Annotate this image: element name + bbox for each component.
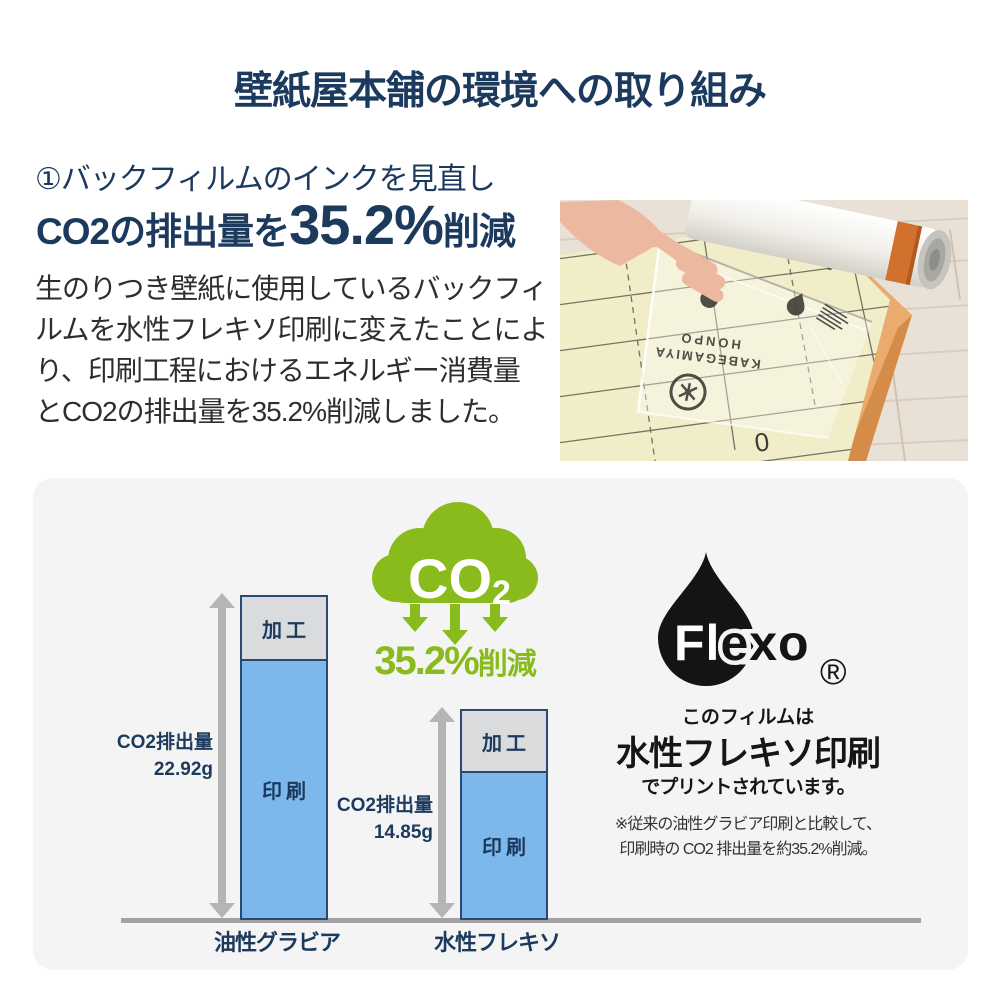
total-arrow-flexo xyxy=(429,707,455,918)
category-label-gravure: 油性グラビア xyxy=(213,930,341,955)
segment-label: 加工 xyxy=(482,732,530,755)
backing-sheet xyxy=(560,220,890,461)
co2-text: CO2 xyxy=(408,547,511,612)
bar-gravure-segment-processing: 加工 xyxy=(242,597,326,661)
hand xyxy=(560,200,726,302)
flexo-caption-line3: でプリントされています。 xyxy=(641,777,856,798)
total-label-flexo: CO2排出量 14.85g xyxy=(336,795,433,843)
segment-label: 印刷 xyxy=(262,781,310,803)
film-circle-stamp xyxy=(669,373,707,411)
flexo-footnote-line2: 印刷時の CO2 排出量を約35.2%削減。 xyxy=(619,841,877,858)
film-droplet-mark-2 xyxy=(786,293,805,316)
flexo-caption-line1: このフィルムは xyxy=(681,707,815,728)
wallpaper-roll xyxy=(685,200,952,290)
chart-baseline xyxy=(121,918,921,923)
backfilm-photo: 0 20 KABEGAMIYA xyxy=(560,200,968,461)
highlight-prefix: CO2の排出量を xyxy=(36,211,290,252)
bar-gravure-segment-printing: 印刷 xyxy=(242,661,326,918)
co2-cloud-badge: CO2 xyxy=(370,498,540,655)
flexo-wordmark: Flexo xyxy=(674,615,810,671)
total-label-gravure: CO2排出量 22.92g xyxy=(116,732,213,780)
section-heading: ①バックフィルムのインクを見直し xyxy=(35,163,496,196)
total-arrow-gravure xyxy=(209,593,235,918)
flexo-logo: Flexo ® xyxy=(640,548,960,703)
co2-highlight-line: CO2の排出量を 35.2% 削減 xyxy=(36,192,516,257)
bar-flexo-segment-printing: 印刷 xyxy=(462,773,546,918)
bar-flexo-segment-processing: 加工 xyxy=(462,711,546,773)
highlight-value: 35.2% xyxy=(289,193,444,256)
bar-flexo: 加工 印刷 xyxy=(460,709,548,920)
highlight-suffix: 削減 xyxy=(442,211,516,252)
infographic-panel: 加工 印刷 CO2排出量 22.92g 油性グラビア 加工 印刷 CO2排出量 … xyxy=(33,478,968,970)
registered-mark: ® xyxy=(820,651,847,692)
page-title: 壁紙屋本舗の環境への取り組み xyxy=(233,70,767,113)
ruler-number-0: 0 xyxy=(753,426,772,458)
backfilm-photo-illustration: 0 20 KABEGAMIYA xyxy=(560,200,968,461)
sheet-edge-dark xyxy=(844,315,912,461)
co2-cloud-icon: CO2 xyxy=(372,502,538,645)
segment-label: 印刷 xyxy=(482,837,530,859)
co2-reduction-text: 35.2%削減 xyxy=(374,639,536,683)
flexo-footnote-line1: ※従来の油性グラビア印刷と比較して、 xyxy=(614,816,882,833)
flexo-droplet-icon: Flexo ® xyxy=(658,552,847,692)
flexo-caption-line2: 水性フレキソ印刷 xyxy=(616,735,881,773)
film-scratch-marks xyxy=(815,303,849,331)
category-label-flexo: 水性フレキソ xyxy=(433,930,561,955)
intro-paragraph: 生のりつき壁紙に使用しているバックフィ ルムを水性フレキソ印刷に変えたことによ … xyxy=(35,273,548,427)
segment-label: 加工 xyxy=(262,619,310,642)
bar-gravure: 加工 印刷 xyxy=(240,595,328,920)
